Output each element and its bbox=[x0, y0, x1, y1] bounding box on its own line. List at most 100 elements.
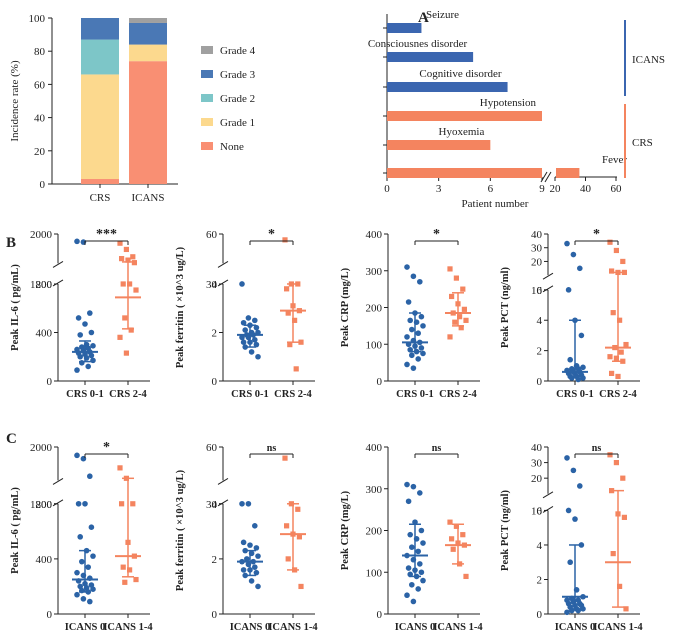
significance-label: * bbox=[268, 227, 275, 242]
data-point-group2 bbox=[460, 532, 466, 538]
x-tick-label: CRS 0-1 bbox=[66, 389, 104, 400]
data-point-group1 bbox=[404, 592, 410, 599]
data-point-group1 bbox=[74, 452, 80, 459]
data-point-group1 bbox=[567, 559, 573, 566]
data-point-group2 bbox=[607, 452, 613, 458]
data-point-group2 bbox=[117, 465, 123, 471]
legend-label: Grade 1 bbox=[220, 117, 255, 129]
data-point-group1 bbox=[87, 473, 93, 480]
x-tick-label: CRS 2-4 bbox=[109, 389, 147, 400]
y-axis-title: Peak PCT (ng/ml) bbox=[500, 267, 511, 348]
axis-break-mark bbox=[544, 171, 552, 183]
data-point-group1 bbox=[85, 363, 91, 370]
data-point-group1 bbox=[580, 375, 586, 381]
y-tick-label: 40 bbox=[531, 442, 543, 454]
event-bar-broken bbox=[556, 168, 580, 178]
data-point-group2 bbox=[610, 310, 616, 316]
y-tick-label: 100 bbox=[366, 339, 383, 351]
data-point-group1 bbox=[405, 299, 412, 305]
data-point-group1 bbox=[420, 323, 426, 329]
y-tick-label: 0 bbox=[212, 609, 218, 621]
axis-break-mark bbox=[52, 477, 64, 485]
data-point-group1 bbox=[404, 264, 410, 270]
data-point-group2 bbox=[461, 306, 467, 312]
data-point-group1 bbox=[415, 586, 422, 592]
data-point-group1 bbox=[418, 569, 425, 576]
data-point-group2 bbox=[128, 327, 134, 333]
y-tick-label: 200 bbox=[366, 303, 383, 315]
y-tick-label: 2 bbox=[537, 346, 543, 358]
y-tick-label: 6 bbox=[537, 285, 543, 297]
data-point-group1 bbox=[253, 324, 260, 331]
data-point-group2 bbox=[463, 573, 469, 580]
data-point-group1 bbox=[239, 500, 245, 507]
data-point-group1 bbox=[417, 490, 423, 496]
data-point-group1 bbox=[565, 507, 572, 514]
data-point-group1 bbox=[252, 564, 258, 570]
data-point-group2 bbox=[607, 354, 613, 360]
data-point-group1 bbox=[567, 356, 573, 363]
data-point-group2 bbox=[133, 287, 139, 293]
data-point-group1 bbox=[85, 564, 91, 570]
y-tick-label: 100 bbox=[366, 567, 383, 579]
y-tick-label: 2000 bbox=[30, 229, 53, 241]
data-point-group1 bbox=[570, 467, 577, 474]
y-tick-label: 20 bbox=[531, 256, 543, 268]
y-tick-label: 20 bbox=[34, 146, 46, 158]
significance-label: * bbox=[433, 227, 440, 242]
legend-label: Grade 4 bbox=[220, 45, 256, 57]
data-point-group1 bbox=[252, 317, 258, 324]
data-point-group1 bbox=[75, 500, 82, 507]
adverse-events-bar-chart: 0 3 6 9 20 40 60 Patient number Seizure Conscious… bbox=[368, 9, 665, 210]
y-tick-label: 0 bbox=[537, 609, 543, 621]
data-point-group2 bbox=[282, 455, 288, 461]
event-bar bbox=[387, 168, 542, 178]
bar-segment bbox=[129, 44, 167, 62]
x-tick-label: 9 bbox=[539, 183, 545, 195]
data-point-group1 bbox=[575, 376, 581, 383]
data-point-group2 bbox=[293, 366, 299, 372]
data-point-group1 bbox=[82, 500, 88, 507]
bar-segment bbox=[81, 39, 119, 75]
significance-label: * bbox=[103, 440, 110, 455]
data-point-group2 bbox=[453, 275, 459, 281]
stacked-bar-chart: 0 20 40 60 80 100 Incidence rate (%) CRS ICANS Gr… bbox=[9, 13, 256, 204]
y-axis-title: Peak CRP (mg/L) bbox=[340, 267, 351, 347]
data-point-group2 bbox=[284, 523, 290, 529]
x-tick-label: CRS 2-4 bbox=[439, 389, 477, 400]
event-bar bbox=[387, 23, 422, 33]
data-point-group1 bbox=[255, 353, 261, 360]
significance-label: * bbox=[593, 227, 600, 242]
bar-segment bbox=[81, 74, 119, 180]
data-point-group2 bbox=[449, 536, 455, 542]
data-point-group1 bbox=[255, 583, 261, 590]
axis-break-mark bbox=[52, 279, 64, 287]
data-point-group2 bbox=[285, 310, 291, 316]
x-tick-label: 0 bbox=[384, 183, 390, 195]
y-tick-label: 0 bbox=[47, 376, 53, 388]
x-tick-label: 3 bbox=[436, 183, 442, 195]
bar-segment bbox=[81, 18, 119, 40]
data-point-group1 bbox=[77, 332, 83, 338]
data-point-group2 bbox=[458, 325, 464, 331]
data-point-group2 bbox=[117, 240, 123, 246]
data-point-group2 bbox=[613, 247, 619, 254]
axis-break-mark bbox=[542, 285, 554, 293]
event-label: Consciousnes disorder bbox=[368, 38, 468, 50]
event-label: Hypotension bbox=[480, 97, 537, 109]
data-point-group2 bbox=[447, 519, 453, 525]
legend-swatch bbox=[201, 142, 213, 150]
data-point-group1 bbox=[418, 527, 425, 534]
axis-break-mark bbox=[217, 477, 229, 485]
data-point-group1 bbox=[247, 542, 253, 548]
y-tick-label: 60 bbox=[206, 442, 218, 454]
data-point-group1 bbox=[418, 313, 425, 320]
data-point-group1 bbox=[578, 332, 585, 339]
x-tick-label: CRS 0-1 bbox=[556, 389, 594, 400]
data-point-group2 bbox=[617, 317, 623, 323]
data-point-group1 bbox=[239, 281, 245, 287]
data-point-group2 bbox=[284, 286, 290, 292]
y-axis-title: Incidence rate (%) bbox=[9, 60, 21, 142]
y-axis-title: Peak IL-6 ( pg/mL) bbox=[10, 487, 21, 574]
data-point-group1 bbox=[88, 352, 95, 359]
